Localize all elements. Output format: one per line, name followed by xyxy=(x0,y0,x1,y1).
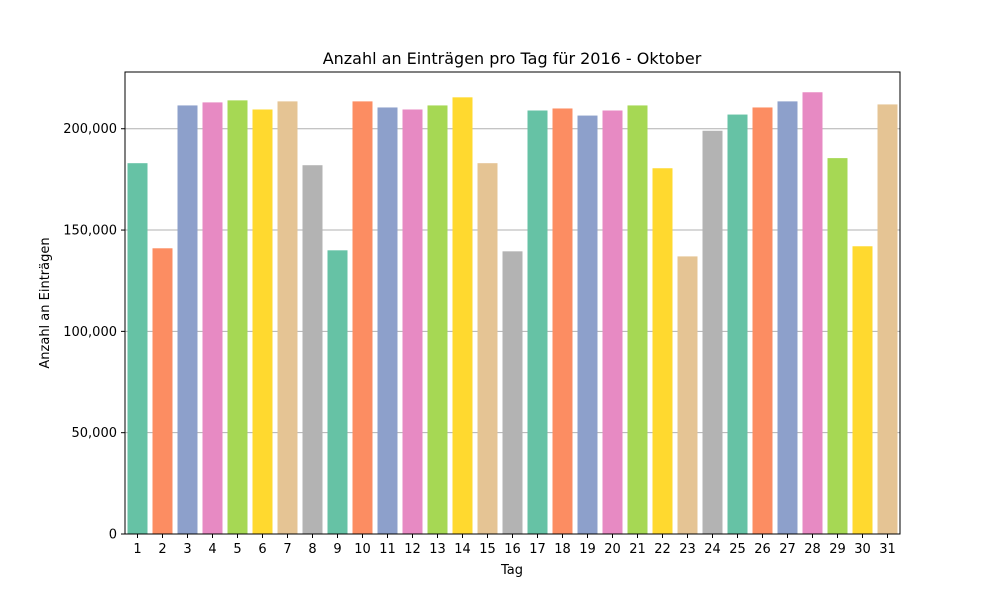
bar-day-13 xyxy=(427,105,448,535)
x-tick-label: 1 xyxy=(133,542,141,557)
x-tick-label: 14 xyxy=(454,542,471,557)
bar-day-23 xyxy=(677,256,698,534)
bar-day-24 xyxy=(702,130,723,534)
bar-day-4 xyxy=(202,102,223,534)
bar-day-29 xyxy=(827,158,848,535)
bar-day-17 xyxy=(527,110,548,534)
bars xyxy=(127,92,898,535)
x-axis-ticks: 1 2 3 4 5 6 7 8 9 10 11 12 13 14 15 16 17 18 19 20 21 22 23 24 2… xyxy=(133,534,896,557)
x-tick-label: 2 xyxy=(158,542,166,557)
x-tick-label: 28 xyxy=(804,542,821,557)
x-tick-label: 19 xyxy=(579,542,596,557)
bar-day-18 xyxy=(552,108,573,534)
bar-day-10 xyxy=(352,101,373,534)
x-tick-label: 12 xyxy=(404,542,421,557)
bar-day-15 xyxy=(477,163,498,534)
x-tick-label: 31 xyxy=(879,542,896,557)
x-tick-label: 11 xyxy=(379,542,396,557)
bar-day-25 xyxy=(727,114,748,534)
y-axis-title: Anzahl an Einträgen xyxy=(38,237,53,368)
bar-day-19 xyxy=(577,115,598,534)
x-tick-label: 8 xyxy=(308,542,316,557)
bar-day-7 xyxy=(277,101,298,534)
x-tick-label: 20 xyxy=(604,542,621,557)
x-tick-label: 26 xyxy=(754,542,771,557)
x-tick-label: 21 xyxy=(629,542,646,557)
x-tick-label: 24 xyxy=(704,542,721,557)
x-tick-label: 3 xyxy=(183,542,191,557)
x-tick-label: 18 xyxy=(554,542,571,557)
bar-day-28 xyxy=(802,92,823,535)
bar-day-9 xyxy=(327,250,348,534)
bar-day-6 xyxy=(252,109,273,534)
y-axis-ticks: 0 50,000 100,000 150,000 200,000 xyxy=(63,122,125,543)
x-tick-label: 7 xyxy=(283,542,291,557)
x-tick-label: 29 xyxy=(829,542,846,557)
x-tick-label: 23 xyxy=(679,542,696,557)
bar-day-8 xyxy=(302,165,323,535)
x-tick-label: 5 xyxy=(233,542,241,557)
bar-day-2 xyxy=(152,248,173,534)
x-tick-label: 15 xyxy=(479,542,496,557)
y-tick-label: 100,000 xyxy=(63,325,117,340)
x-tick-label: 10 xyxy=(354,542,371,557)
x-tick-label: 16 xyxy=(504,542,521,557)
bar-day-11 xyxy=(377,107,398,535)
bar-day-3 xyxy=(177,105,198,535)
x-tick-label: 13 xyxy=(429,542,446,557)
x-tick-label: 22 xyxy=(654,542,671,557)
x-tick-label: 30 xyxy=(854,542,871,557)
y-tick-label: 0 xyxy=(109,528,117,543)
bar-day-16 xyxy=(502,251,523,534)
x-axis-title: Tag xyxy=(500,563,523,578)
x-tick-label: 27 xyxy=(779,542,796,557)
bar-day-12 xyxy=(402,109,423,534)
bar-day-26 xyxy=(752,107,773,535)
y-tick-label: 50,000 xyxy=(72,426,118,441)
x-tick-label: 17 xyxy=(529,542,546,557)
chart-title: Anzahl an Einträgen pro Tag für 2016 - O… xyxy=(323,49,702,68)
x-tick-label: 9 xyxy=(333,542,341,557)
x-tick-label: 4 xyxy=(208,542,216,557)
bar-day-5 xyxy=(227,100,248,535)
bar-day-20 xyxy=(602,110,623,534)
bar-day-27 xyxy=(777,101,798,534)
bar-day-1 xyxy=(127,163,148,534)
bar-day-21 xyxy=(627,105,648,535)
x-tick-label: 6 xyxy=(258,542,266,557)
y-tick-label: 200,000 xyxy=(63,122,117,137)
y-tick-label: 150,000 xyxy=(63,224,117,239)
bar-day-14 xyxy=(452,97,473,534)
x-tick-label: 25 xyxy=(729,542,746,557)
bar-day-31 xyxy=(877,104,898,534)
bar-day-22 xyxy=(652,168,673,534)
bar-day-30 xyxy=(852,246,873,534)
